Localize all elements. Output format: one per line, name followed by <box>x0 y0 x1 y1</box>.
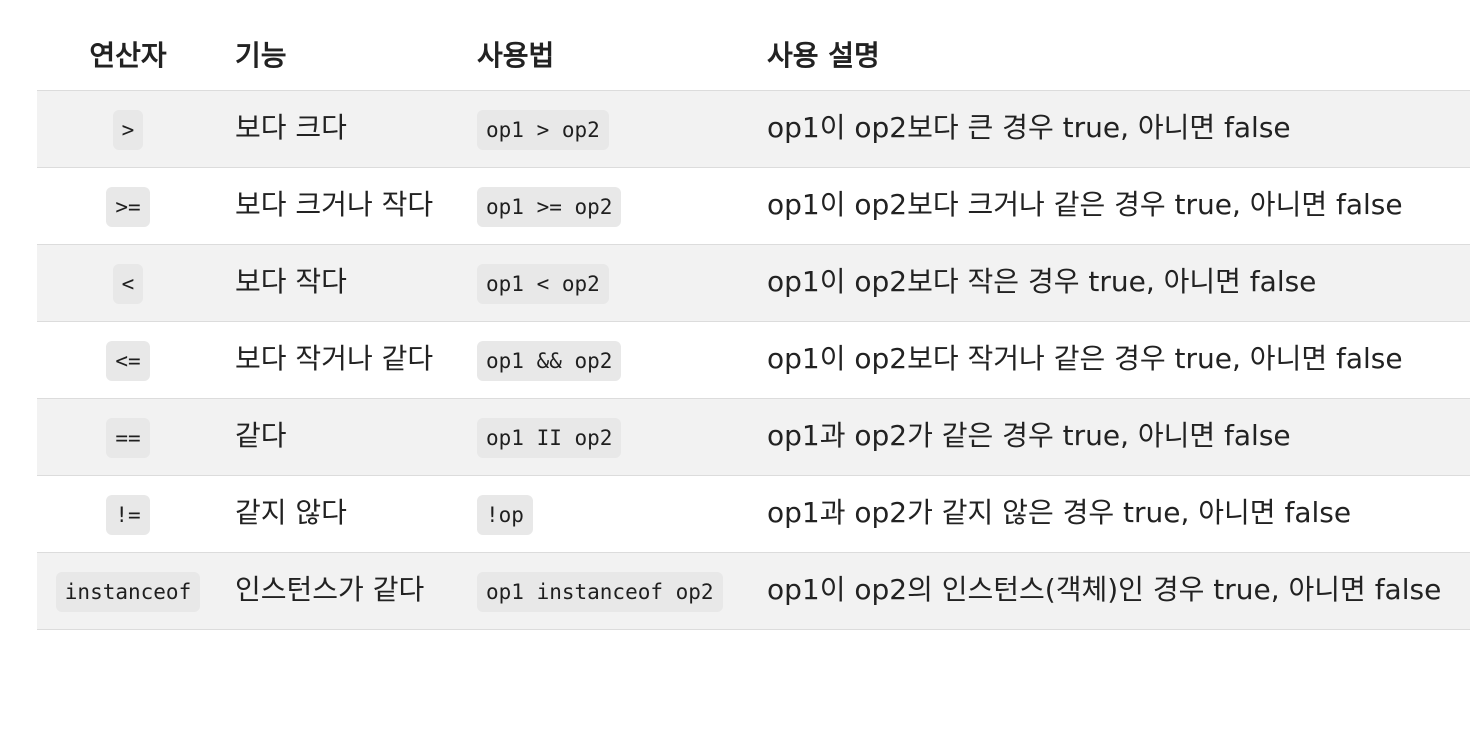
operator-cell: <= <box>37 321 219 399</box>
table-body: > 보다 크다 op1 > op2 op1이 op2보다 큰 경우 true, … <box>37 90 1470 630</box>
usage-cell: op1 II op2 <box>461 398 751 476</box>
table-row: <= 보다 작거나 같다 op1 && op2 op1이 op2보다 작거나 같… <box>37 321 1470 399</box>
description-cell: op1이 op2보다 크거나 같은 경우 true, 아니면 false <box>751 167 1470 245</box>
operator-cell: > <box>37 90 219 168</box>
function-cell: 같다 <box>219 398 461 476</box>
usage-cell: op1 >= op2 <box>461 167 751 245</box>
operator-code: >= <box>106 187 150 227</box>
operator-cell: != <box>37 475 219 553</box>
operator-code: <= <box>106 341 150 381</box>
usage-cell: op1 instanceof op2 <box>461 552 751 630</box>
operator-cell: == <box>37 398 219 476</box>
function-cell: 같지 않다 <box>219 475 461 553</box>
table-row: > 보다 크다 op1 > op2 op1이 op2보다 큰 경우 true, … <box>37 90 1470 168</box>
header-usage: 사용법 <box>477 39 555 72</box>
operator-code: < <box>112 264 144 304</box>
table-row: != 같지 않다 !op op1과 op2가 같지 않은 경우 true, 아니… <box>37 475 1470 553</box>
usage-code: op1 > op2 <box>477 110 609 150</box>
operator-code: instanceof <box>55 572 201 612</box>
description-cell: op1과 op2가 같지 않은 경우 true, 아니면 false <box>751 475 1470 553</box>
usage-cell: op1 && op2 <box>461 321 751 399</box>
description-cell: op1이 op2보다 작은 경우 true, 아니면 false <box>751 244 1470 322</box>
table-header: 연산자 기능 사용법 사용 설명 <box>37 18 1470 91</box>
table-row: < 보다 작다 op1 < op2 op1이 op2보다 작은 경우 true,… <box>37 244 1470 322</box>
operator-cell: >= <box>37 167 219 245</box>
description-cell: op1이 op2의 인스턴스(객체)인 경우 true, 아니면 false <box>751 552 1470 630</box>
operator-cell: instanceof <box>37 552 219 630</box>
function-cell: 보다 크거나 작다 <box>219 167 461 245</box>
function-cell: 보다 작다 <box>219 244 461 322</box>
header-description: 사용 설명 <box>767 39 880 72</box>
usage-code: op1 >= op2 <box>477 187 622 227</box>
usage-code: !op <box>477 495 533 535</box>
usage-code: op1 instanceof op2 <box>477 572 723 612</box>
function-cell: 인스턴스가 같다 <box>219 552 461 630</box>
description-cell: op1이 op2보다 작거나 같은 경우 true, 아니면 false <box>751 321 1470 399</box>
usage-code: op1 II op2 <box>477 418 622 458</box>
table-row: instanceof 인스턴스가 같다 op1 instanceof op2 o… <box>37 552 1470 630</box>
operators-table: 연산자 기능 사용법 사용 설명 > 보다 크다 op1 > op2 op1이 … <box>37 18 1470 630</box>
operator-code: != <box>106 495 150 535</box>
table-row: >= 보다 크거나 작다 op1 >= op2 op1이 op2보다 크거나 같… <box>37 167 1470 245</box>
function-cell: 보다 크다 <box>219 90 461 168</box>
table-row: == 같다 op1 II op2 op1과 op2가 같은 경우 true, 아… <box>37 398 1470 476</box>
header-row: 연산자 기능 사용법 사용 설명 <box>37 18 1470 91</box>
header-operator: 연산자 <box>89 39 167 72</box>
usage-code: op1 < op2 <box>477 264 609 304</box>
function-cell: 보다 작거나 같다 <box>219 321 461 399</box>
usage-code: op1 && op2 <box>477 341 622 381</box>
operator-cell: < <box>37 244 219 322</box>
usage-cell: op1 > op2 <box>461 90 751 168</box>
usage-cell: !op <box>461 475 751 553</box>
description-cell: op1이 op2보다 큰 경우 true, 아니면 false <box>751 90 1470 168</box>
operator-code: == <box>106 418 150 458</box>
description-cell: op1과 op2가 같은 경우 true, 아니면 false <box>751 398 1470 476</box>
header-function: 기능 <box>235 39 287 72</box>
usage-cell: op1 < op2 <box>461 244 751 322</box>
operator-code: > <box>112 110 144 150</box>
